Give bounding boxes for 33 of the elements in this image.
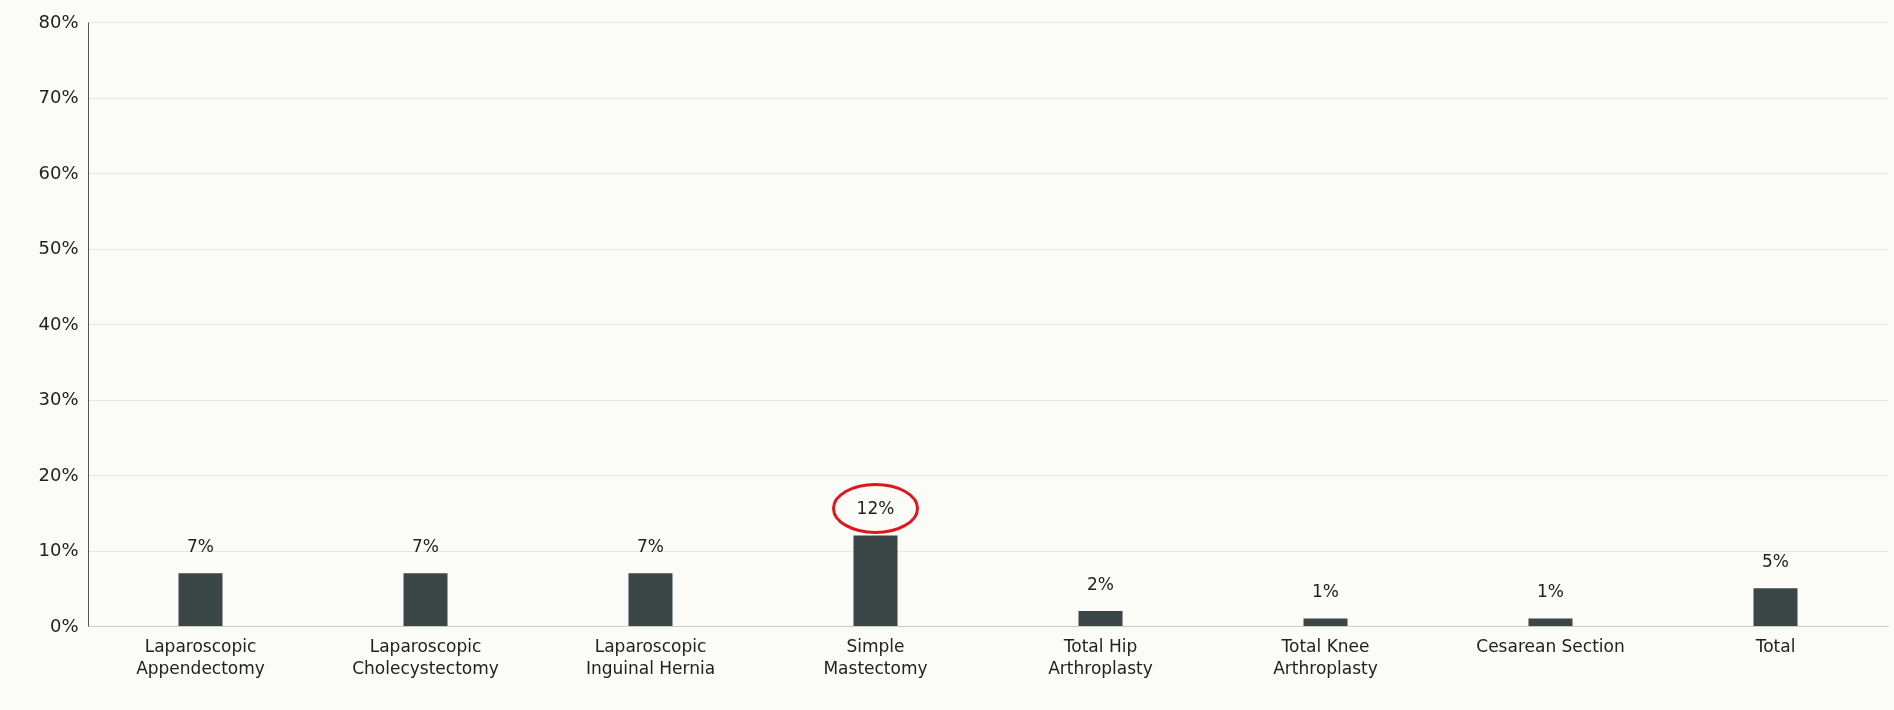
data-label: 2%	[1087, 573, 1114, 594]
bar	[178, 573, 223, 626]
y-tick-label: 30%	[38, 388, 79, 409]
data-label: 1%	[1537, 581, 1564, 602]
data-label: 1%	[1312, 581, 1339, 602]
x-tick-label: Laparoscopic Cholecystectomy	[352, 635, 499, 678]
y-tick-label: 10%	[38, 539, 79, 560]
x-tick-label: Laparoscopic Appendectomy	[136, 635, 265, 678]
bar	[1753, 588, 1798, 626]
bar	[403, 573, 448, 626]
bar	[1303, 618, 1348, 626]
bar	[628, 573, 673, 626]
data-label: 7%	[412, 536, 439, 557]
x-tick-label: Total Hip Arthroplasty	[1048, 635, 1153, 678]
bar	[1528, 618, 1573, 626]
data-label: 7%	[637, 536, 664, 557]
y-tick-label: 0%	[49, 614, 79, 636]
y-tick-label: 20%	[38, 463, 79, 485]
x-tick-label: Total Knee Arthroplasty	[1273, 635, 1378, 678]
x-tick-label: Total	[1754, 635, 1796, 656]
bar	[853, 535, 898, 626]
data-label: 7%	[187, 536, 214, 557]
y-tick-label: 60%	[38, 161, 79, 183]
bar	[1078, 610, 1123, 626]
x-tick-label: Cesarean Section	[1476, 635, 1625, 656]
data-label: 12%	[856, 498, 895, 519]
y-tick-label: 80%	[38, 10, 79, 32]
y-tick-label: 50%	[38, 237, 79, 258]
x-tick-label: Simple Mastectomy	[823, 635, 928, 678]
data-label: 5%	[1762, 551, 1789, 572]
y-tick-label: 70%	[38, 86, 79, 107]
x-tick-label: Laparoscopic Inguinal Hernia	[585, 635, 716, 678]
y-tick-label: 40%	[38, 312, 79, 334]
